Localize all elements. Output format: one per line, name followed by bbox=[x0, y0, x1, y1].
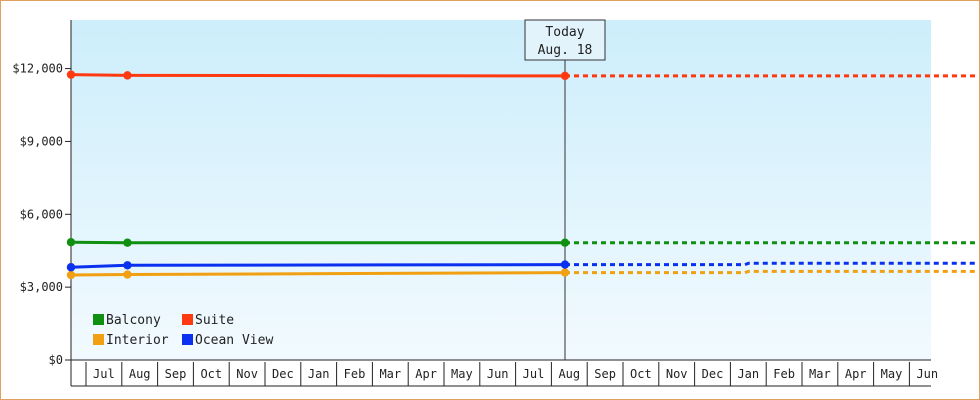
data-point-interior[interactable] bbox=[123, 270, 132, 279]
series-projection-interior bbox=[565, 269, 978, 275]
data-point-suite[interactable] bbox=[560, 71, 570, 81]
legend-label-interior: Interior bbox=[106, 333, 169, 348]
x-tick-label: Sep bbox=[165, 367, 187, 381]
x-tick-label: May bbox=[881, 367, 903, 381]
data-point-suite[interactable] bbox=[123, 71, 132, 80]
today-label-box bbox=[524, 19, 606, 61]
x-tick-label: Aug bbox=[558, 367, 580, 381]
x-tick-label: Dec bbox=[702, 367, 724, 381]
x-tick-label: Dec bbox=[272, 367, 294, 381]
series-line-suite bbox=[70, 73, 566, 78]
data-point-balcony[interactable] bbox=[66, 238, 76, 247]
y-tick-label: $9,000 bbox=[20, 134, 63, 148]
x-tick-label: Feb bbox=[344, 367, 366, 381]
y-tick-label: $3,000 bbox=[20, 280, 63, 294]
series-projection-ocean-view bbox=[565, 261, 978, 267]
today-label-date: Aug. 18 bbox=[538, 43, 593, 58]
y-tick-label: $12,000 bbox=[12, 62, 63, 76]
legend-label-suite: Suite bbox=[195, 313, 234, 328]
data-point-ocean-view[interactable] bbox=[66, 263, 76, 272]
data-point-balcony[interactable] bbox=[560, 238, 570, 247]
data-point-interior[interactable] bbox=[560, 268, 570, 277]
legend-label-ocean-view: Ocean View bbox=[195, 333, 273, 348]
legend-swatch-interior bbox=[93, 334, 104, 345]
y-tick-label: $6,000 bbox=[20, 207, 63, 221]
x-tick-label: Apr bbox=[845, 367, 867, 381]
data-point-ocean-view[interactable] bbox=[123, 261, 132, 270]
legend-label-balcony: Balcony bbox=[106, 313, 161, 328]
x-tick-label: Apr bbox=[415, 367, 437, 381]
legend-swatch-suite bbox=[182, 314, 193, 325]
x-tick-label: Jul bbox=[93, 367, 115, 381]
today-label-title: Today bbox=[545, 25, 584, 40]
x-tick-label: Jun bbox=[487, 367, 509, 381]
x-tick-label: Jun bbox=[916, 367, 938, 381]
x-tick-label: Nov bbox=[236, 367, 258, 381]
x-tick-label: Oct bbox=[630, 367, 652, 381]
data-point-ocean-view[interactable] bbox=[560, 260, 570, 269]
x-tick-label: Mar bbox=[809, 367, 831, 381]
x-tick-label: Aug bbox=[129, 367, 151, 381]
y-tick-label: $0 bbox=[49, 353, 63, 367]
legend-swatch-ocean-view bbox=[182, 334, 193, 345]
x-tick-label: Jul bbox=[523, 367, 545, 381]
plot-background bbox=[71, 20, 931, 360]
x-tick-label: May bbox=[451, 367, 473, 381]
data-point-interior[interactable] bbox=[66, 270, 76, 280]
x-tick-label: Mar bbox=[379, 367, 401, 381]
x-tick-label: Sep bbox=[594, 367, 616, 381]
data-point-balcony[interactable] bbox=[123, 238, 132, 247]
x-tick-label: Oct bbox=[200, 367, 222, 381]
x-tick-label: Jan bbox=[737, 367, 759, 381]
series-line-balcony bbox=[70, 240, 565, 245]
x-tick-label: Nov bbox=[666, 367, 688, 381]
data-point-suite[interactable] bbox=[66, 70, 76, 79]
legend-swatch-balcony bbox=[93, 314, 104, 325]
x-tick-label: Feb bbox=[773, 367, 795, 381]
x-tick-label: Jan bbox=[308, 367, 330, 381]
